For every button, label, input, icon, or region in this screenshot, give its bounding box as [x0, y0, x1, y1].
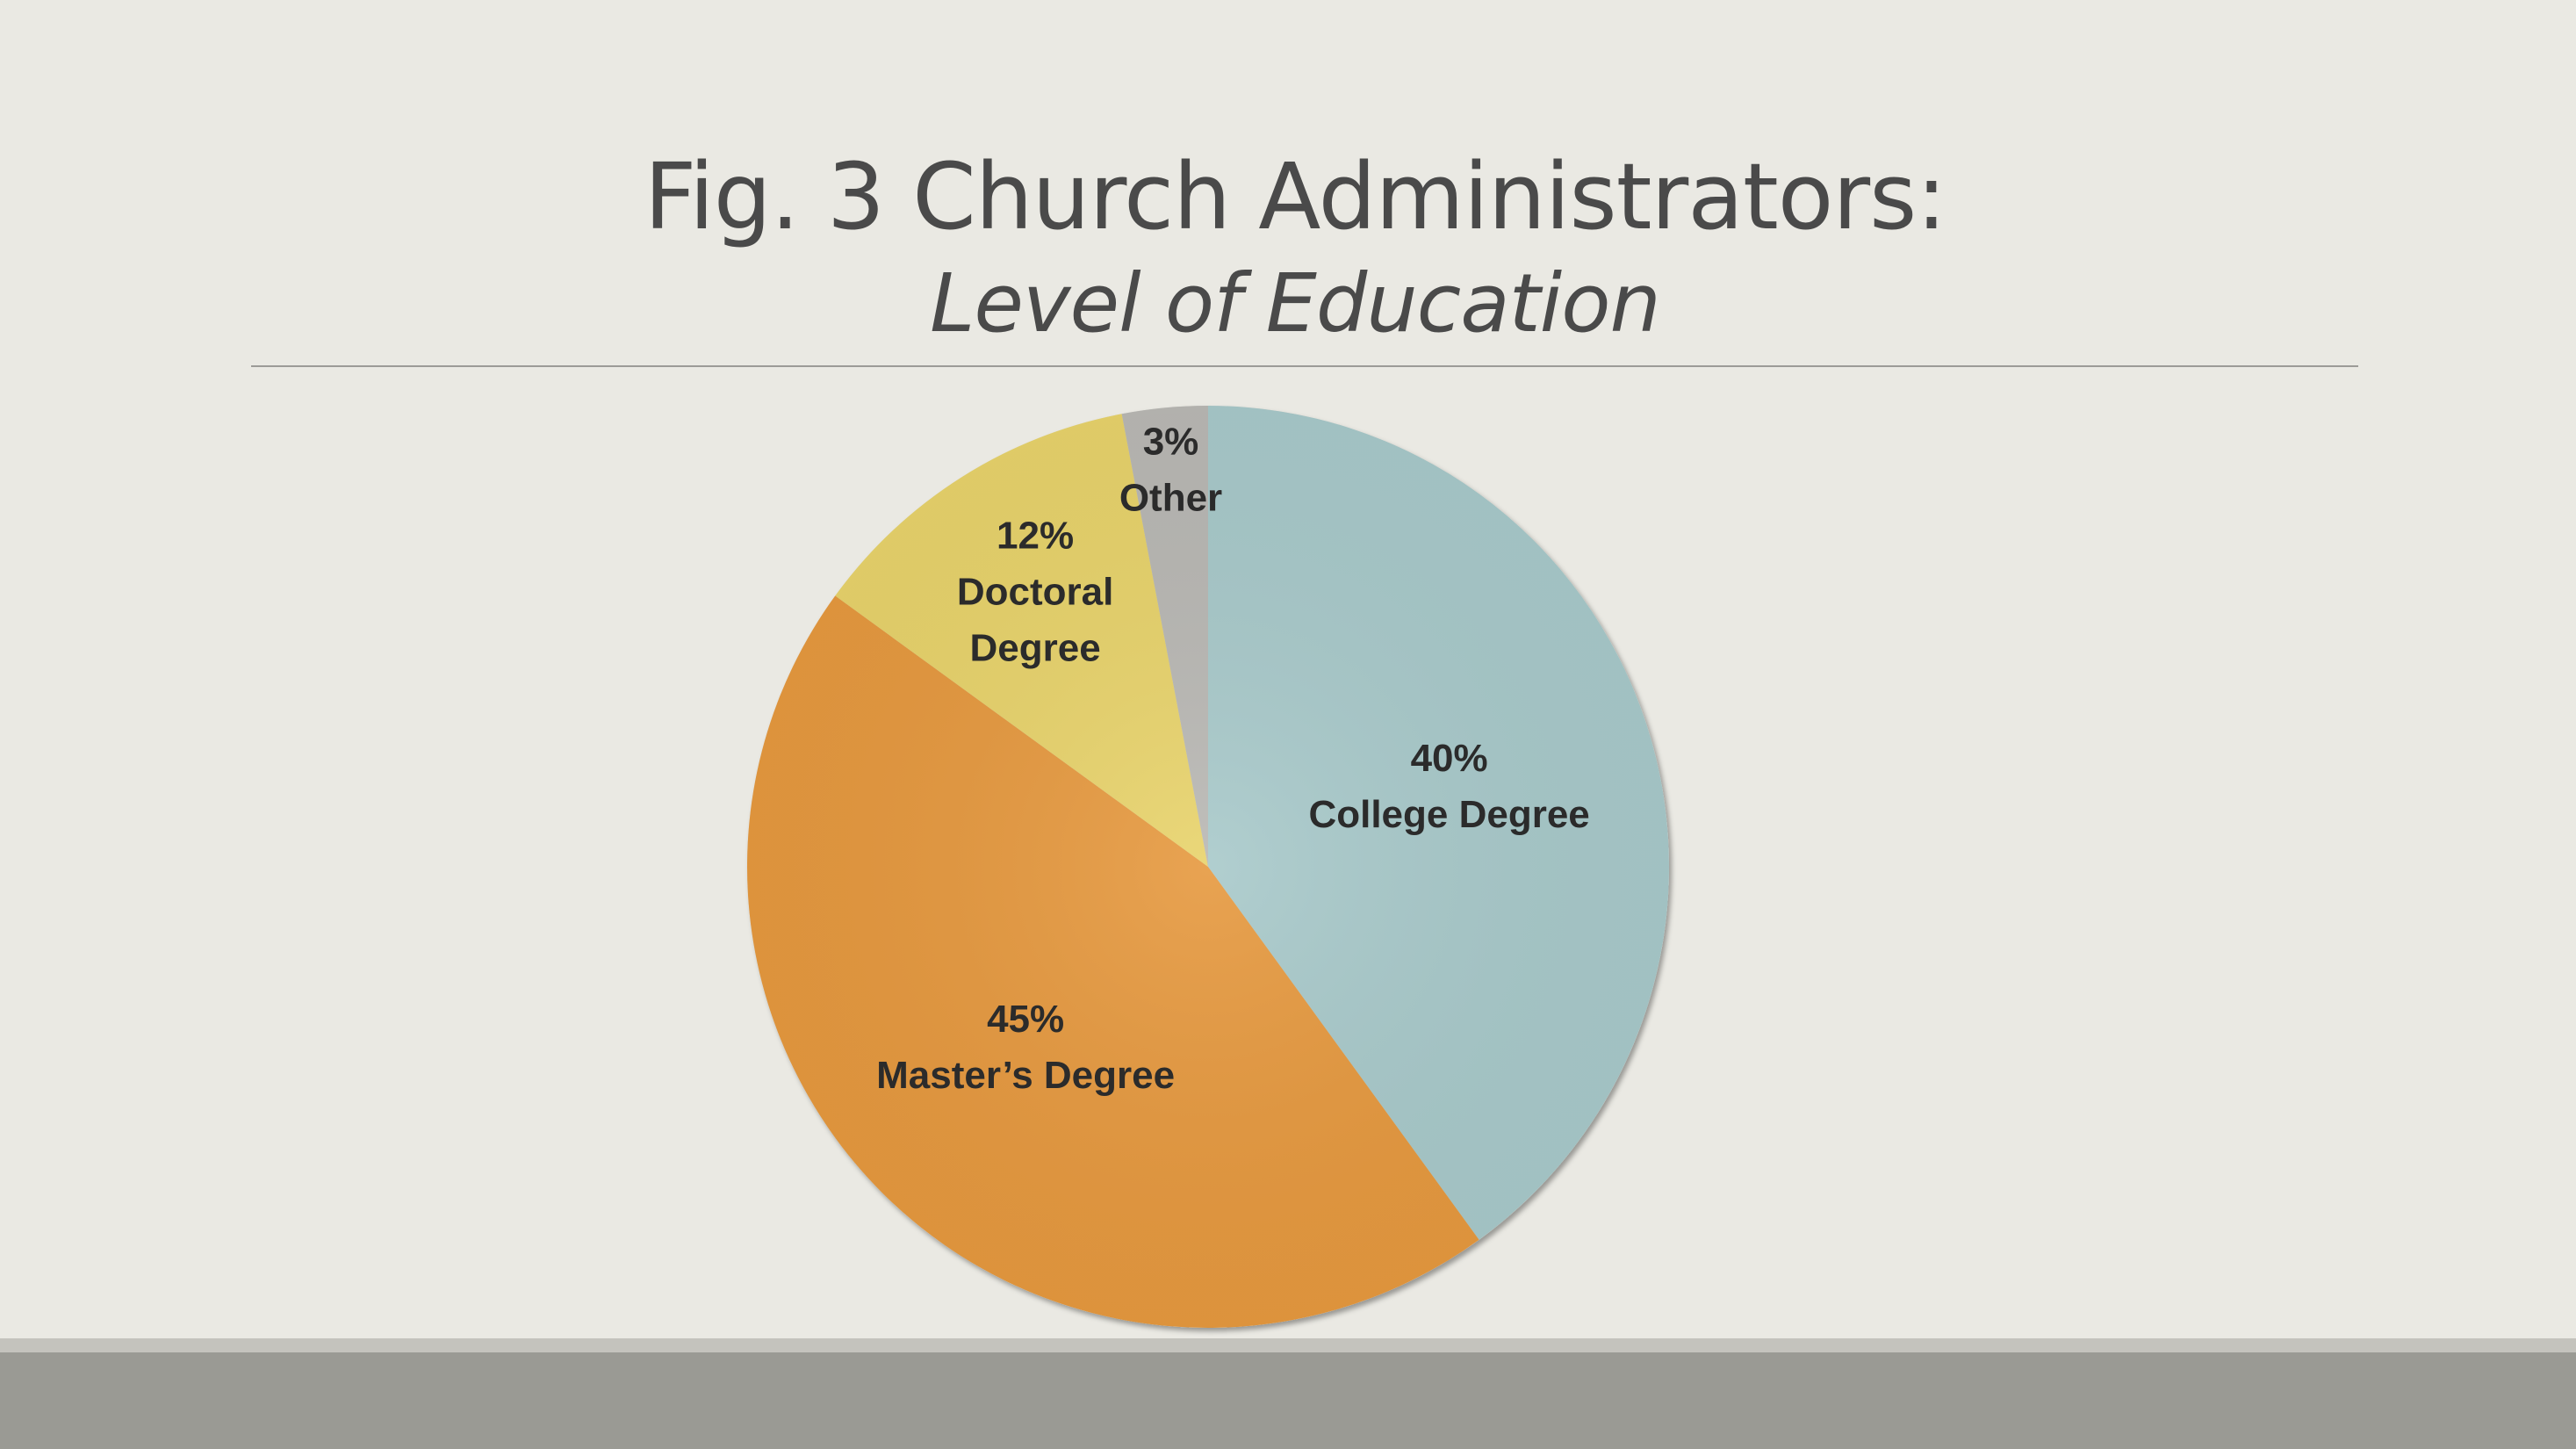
- pie-label-percent: 3%: [1143, 420, 1199, 463]
- pie-label-percent: 45%: [987, 998, 1064, 1041]
- pie-label-percent: 12%: [997, 514, 1074, 557]
- pie-chart: 40% College Degree 45% Master’s Degree 12% Do…: [747, 406, 1669, 1328]
- pie-label-doctoral-degree: 12% Doctoral Degree: [957, 514, 1113, 669]
- pie-label-name: Other: [1119, 476, 1222, 519]
- pie-labels: 40% College Degree 45% Master’s Degree 12% Do…: [876, 420, 1590, 1096]
- pie-label-percent: 40%: [1411, 736, 1488, 779]
- pie-sheen: [747, 406, 1669, 1328]
- title-divider: [251, 365, 2358, 367]
- pie-label-name: Master’s Degree: [876, 1054, 1175, 1097]
- pie-label-name: Doctoral: [957, 570, 1113, 613]
- pie-label-master-s-degree: 45% Master’s Degree: [876, 998, 1175, 1097]
- title-block: Fig. 3 Church Administrators: Level of E…: [0, 141, 2576, 355]
- pie-label-college-degree: 40% College Degree: [1308, 736, 1589, 835]
- slide-title: Fig. 3 Church Administrators:: [644, 143, 1947, 250]
- slide-subtitle: Level of Education: [930, 256, 1661, 350]
- footer-accent-bar: [0, 1338, 2576, 1352]
- pie-label-other: 3% Other: [1119, 420, 1222, 519]
- footer-bar: [0, 1352, 2576, 1449]
- pie-slices: [747, 406, 1669, 1328]
- pie-label-name: Degree: [969, 626, 1100, 669]
- pie-label-name: College Degree: [1308, 792, 1589, 835]
